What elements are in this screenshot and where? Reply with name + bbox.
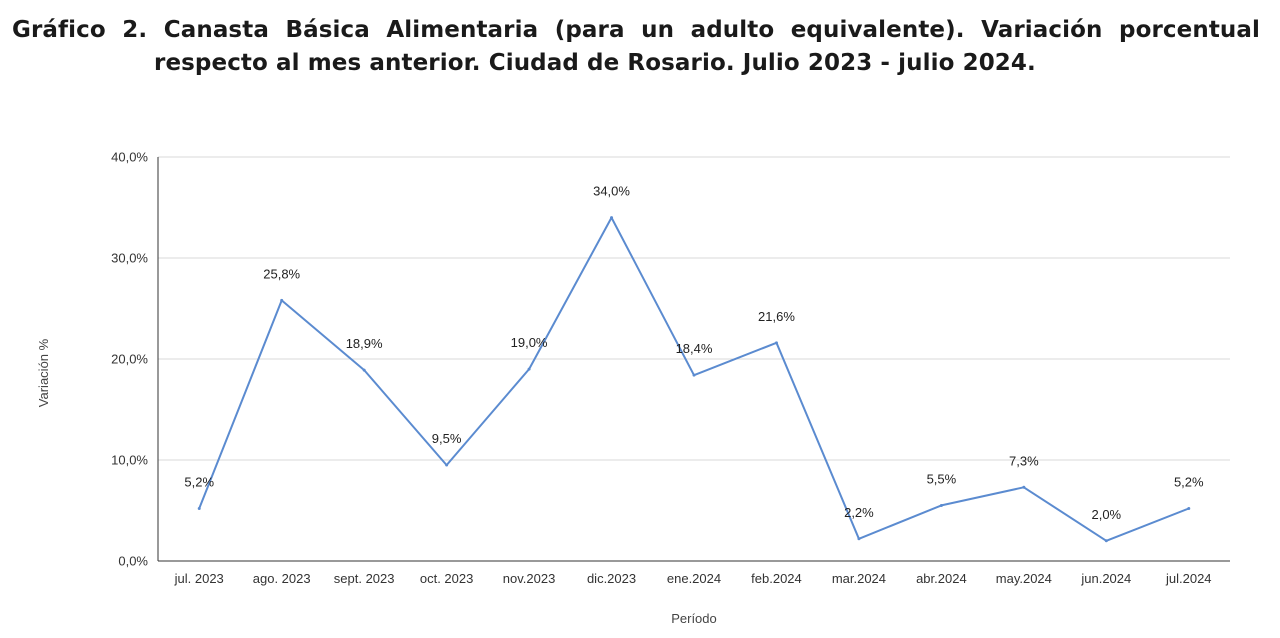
x-tick-label: ene.2024 xyxy=(667,571,721,586)
data-point xyxy=(445,463,449,467)
data-point xyxy=(692,373,696,377)
x-tick-label: oct. 2023 xyxy=(420,571,474,586)
data-label: 34,0% xyxy=(593,184,630,199)
x-tick-label: jul. 2023 xyxy=(174,571,224,586)
y-tick-label: 10,0% xyxy=(111,453,148,468)
data-label: 9,5% xyxy=(432,431,462,446)
x-tick-label: jun.2024 xyxy=(1080,571,1131,586)
x-tick-label: jul.2024 xyxy=(1165,571,1212,586)
data-point xyxy=(774,341,778,345)
data-point xyxy=(197,506,201,510)
y-axis-title: Variación % xyxy=(36,338,51,407)
gridlines xyxy=(157,156,1230,562)
data-label: 7,3% xyxy=(1009,453,1039,468)
x-tick-label: mar.2024 xyxy=(832,571,886,586)
data-point xyxy=(857,537,861,541)
data-point xyxy=(280,298,284,302)
x-axis-ticks: jul. 2023 ago. 2023 sept. 2023 oct. 2023 nov… xyxy=(174,571,1212,586)
data-point xyxy=(362,368,366,372)
data-label: 19,0% xyxy=(511,335,548,350)
series-group xyxy=(197,216,1191,543)
data-label: 5,5% xyxy=(927,471,957,486)
data-label: 21,6% xyxy=(758,309,795,324)
y-tick-label: 20,0% xyxy=(111,352,148,367)
data-label: 5,2% xyxy=(1174,474,1204,489)
x-tick-label: nov.2023 xyxy=(503,571,556,586)
x-tick-label: ago. 2023 xyxy=(253,571,311,586)
y-axis-ticks: 0,0% 10,0% 20,0% 30,0% 40,0% xyxy=(111,150,148,569)
x-tick-label: sept. 2023 xyxy=(334,571,395,586)
series-line xyxy=(198,216,1190,542)
data-label: 18,4% xyxy=(676,341,713,356)
data-label: 2,2% xyxy=(844,505,874,520)
chart-title: Gráfico 2. Canasta Básica Alimentaria (p… xyxy=(12,17,1260,76)
data-point xyxy=(1022,485,1026,489)
data-label: 5,2% xyxy=(184,474,214,489)
data-point xyxy=(939,503,943,507)
data-point xyxy=(1104,539,1108,543)
data-labels: 5,2% 25,8% 18,9% 9,5% 19,0% 34,0% 18,4% 21,6% 2,… xyxy=(184,184,1204,522)
x-axis-title: Período xyxy=(671,611,717,626)
data-point xyxy=(610,216,614,220)
data-label: 25,8% xyxy=(263,266,300,281)
data-label: 2,0% xyxy=(1091,507,1121,522)
y-tick-label: 40,0% xyxy=(111,150,148,165)
x-tick-label: feb.2024 xyxy=(751,571,802,586)
y-tick-label: 0,0% xyxy=(118,554,148,569)
x-tick-label: abr.2024 xyxy=(916,571,967,586)
x-tick-label: dic.2023 xyxy=(587,571,636,586)
data-point xyxy=(527,367,531,371)
data-point xyxy=(1187,506,1191,510)
x-tick-label: may.2024 xyxy=(996,571,1052,586)
data-label: 18,9% xyxy=(346,336,383,351)
y-tick-label: 30,0% xyxy=(111,251,148,266)
